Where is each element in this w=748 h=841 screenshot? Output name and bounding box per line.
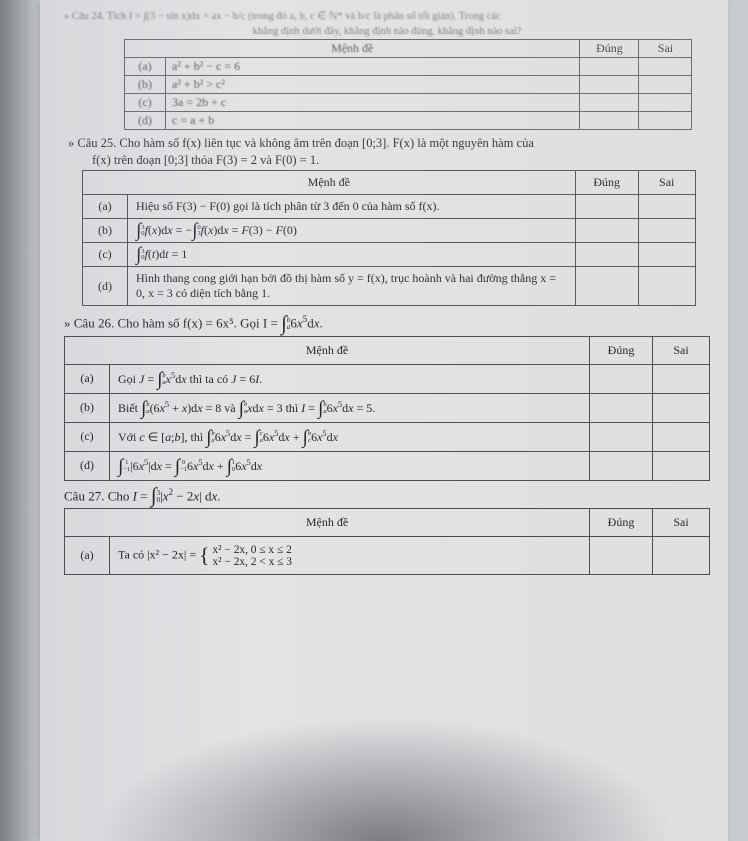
q27-lead: Câu 27. Cho I = ∫30|x2 − 2x| dx. bbox=[64, 487, 710, 505]
q25-col-sai: Sai bbox=[638, 171, 695, 195]
q26-b-cell: Biết ∫ba(6x5 + x)dx = 8 và ∫baxdx = 3 th… bbox=[110, 393, 590, 422]
q26-lead: » Câu 26. Cho hàm số f(x) = 6x⁵. Gọi I =… bbox=[64, 314, 710, 332]
q24-col-dung: Đúng bbox=[580, 40, 639, 58]
table-row: (b)a² + b² > c² bbox=[125, 76, 692, 94]
q25-lead: » Câu 25. Cho hàm số f(x) liên tục và kh… bbox=[68, 136, 710, 151]
q26-d-cell: ∫1−1|6x5|dx = ∫0−16x5dx + ∫106x5dx bbox=[110, 451, 590, 480]
table-row: (c)3a = 2b + c bbox=[125, 94, 692, 112]
q26-table: Mệnh đề Đúng Sai (a) Gọi J = ∫bax5dx thì… bbox=[64, 336, 710, 481]
q27-col-dung: Đúng bbox=[590, 509, 653, 537]
table-row: (d)Hình thang cong giới hạn bởi đồ thị h… bbox=[83, 267, 696, 306]
q24-lead: » Câu 24. Tích I = ∫(3 − sin x)dx = ax −… bbox=[64, 10, 710, 22]
q27-col-sai: Sai bbox=[653, 509, 710, 537]
q26-a-cell: Gọi J = ∫bax5dx thì ta có J = 6I. bbox=[110, 364, 590, 393]
q24-sub: khẳng định dưới đây, khẳng định nào đúng… bbox=[64, 26, 710, 37]
photo-shadow bbox=[40, 621, 728, 841]
q24-col-sai: Sai bbox=[639, 40, 692, 58]
q25-table: Mệnh đề Đúng Sai (a)Hiệu số F(3) − F(0) … bbox=[82, 170, 696, 306]
table-row: (b) ∫30f(x)dx = −∫03f(x)dx = F(3) − F(0) bbox=[83, 219, 696, 243]
q25-b-cell: ∫30f(x)dx = −∫03f(x)dx = F(3) − F(0) bbox=[128, 219, 576, 243]
q26-c-cell: Với c ∈ [a;b], thì ∫ba6x5dx = ∫ca6x5dx +… bbox=[110, 422, 590, 451]
table-row: (a) Ta có |x² − 2x| = { x² − 2x, 0 ≤ x ≤… bbox=[65, 537, 710, 575]
q25-sub: f(x) trên đoạn [0;3] thỏa F(3) = 2 và F(… bbox=[92, 153, 710, 168]
q25-col-menhde: Mệnh đề bbox=[83, 171, 576, 195]
table-row: (c) ∫30f(t)dt = 1 bbox=[83, 243, 696, 267]
q27-col-menhde: Mệnh đề bbox=[65, 509, 590, 537]
q25-col-dung: Đúng bbox=[575, 171, 638, 195]
q27-a-cell: Ta có |x² − 2x| = { x² − 2x, 0 ≤ x ≤ 2 x… bbox=[110, 537, 590, 575]
table-row: (c) Với c ∈ [a;b], thì ∫ba6x5dx = ∫ca6x5… bbox=[65, 422, 710, 451]
table-row: (a) Gọi J = ∫bax5dx thì ta có J = 6I. bbox=[65, 364, 710, 393]
q26-col-menhde: Mệnh đề bbox=[65, 336, 590, 364]
q26-col-sai: Sai bbox=[653, 336, 710, 364]
table-row: (d) ∫1−1|6x5|dx = ∫0−16x5dx + ∫106x5dx bbox=[65, 451, 710, 480]
q24-table: Mệnh đề Đúng Sai (a)a² + b² − c = 6 (b)a… bbox=[124, 39, 692, 130]
table-row: (d)c = a + b bbox=[125, 112, 692, 130]
q24-col-menhde: Mệnh đề bbox=[125, 40, 580, 58]
q27-table: Mệnh đề Đúng Sai (a) Ta có |x² − 2x| = {… bbox=[64, 508, 710, 575]
table-row: (b) Biết ∫ba(6x5 + x)dx = 8 và ∫baxdx = … bbox=[65, 393, 710, 422]
table-row: (a)Hiệu số F(3) − F(0) gọi là tích phân … bbox=[83, 195, 696, 219]
q26-col-dung: Đúng bbox=[590, 336, 653, 364]
table-row: (a)a² + b² − c = 6 bbox=[125, 58, 692, 76]
q25-c-cell: ∫30f(t)dt = 1 bbox=[128, 243, 576, 267]
